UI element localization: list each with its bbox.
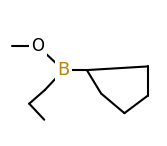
Text: B: B	[57, 61, 70, 79]
Text: O: O	[31, 37, 44, 55]
